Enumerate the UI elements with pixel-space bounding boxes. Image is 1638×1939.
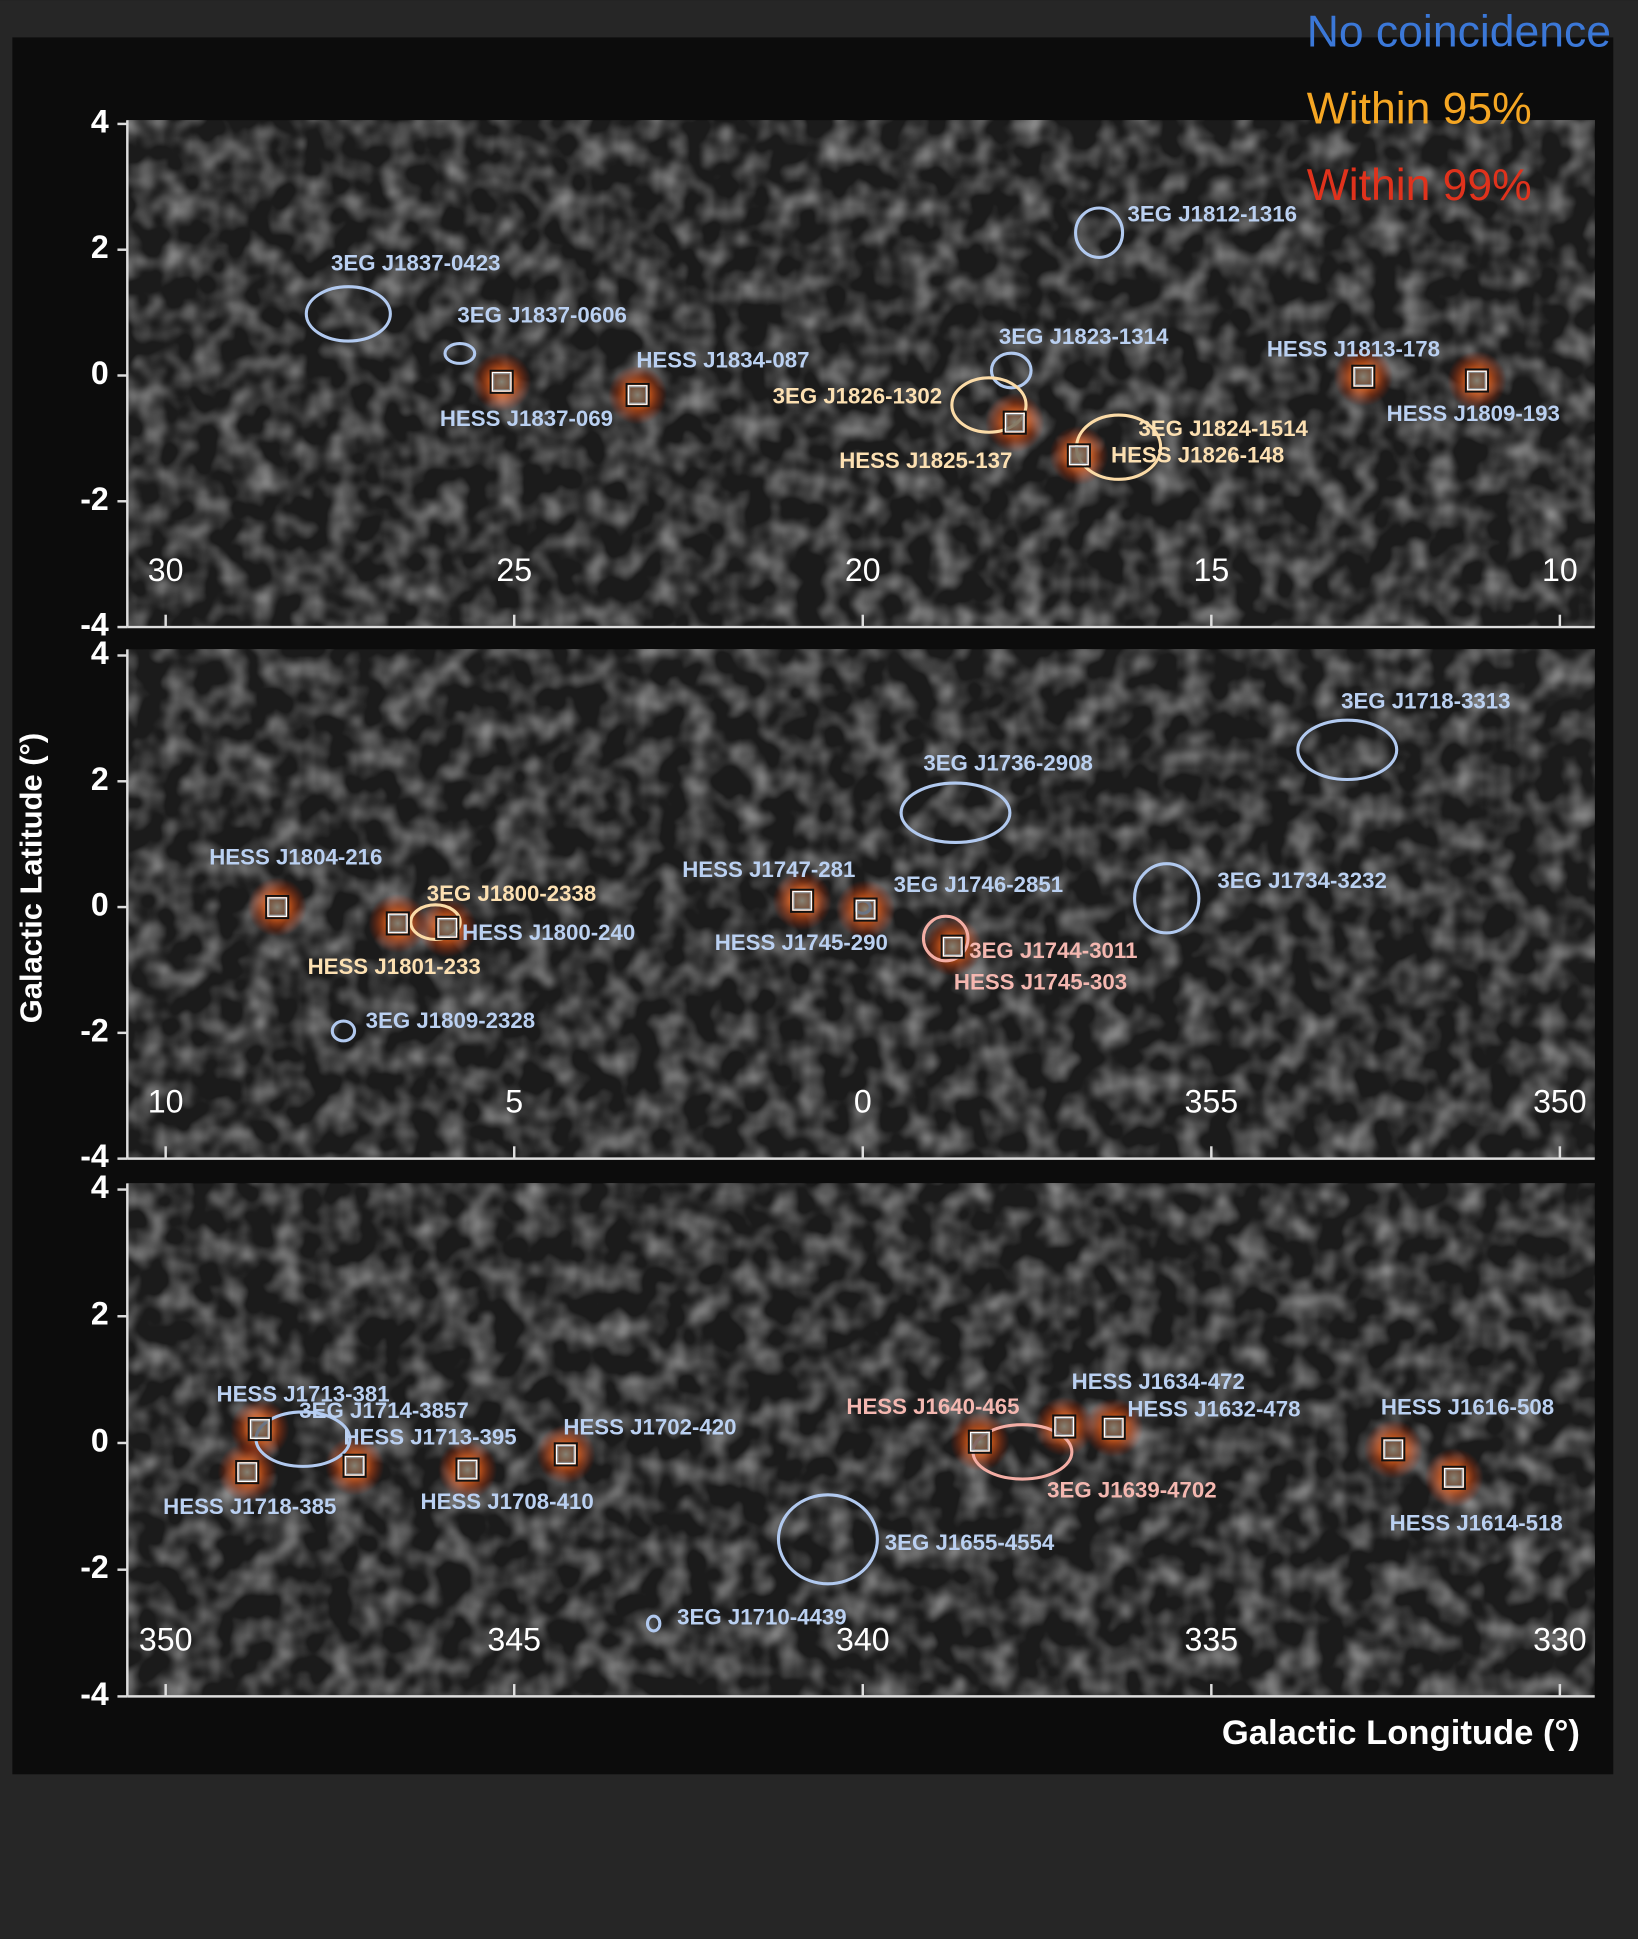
hess-source	[1355, 368, 1372, 385]
hess-label: HESS J1800-240	[462, 920, 635, 945]
hess-source	[439, 919, 456, 936]
y-tick-label: 0	[91, 355, 109, 391]
x-tick-label: 335	[1185, 1621, 1239, 1657]
egret-label: 3EG J1718-3313	[1341, 689, 1510, 714]
hess-label: HESS J1813-178	[1267, 337, 1440, 362]
hess-source	[1468, 372, 1485, 389]
x-tick-label: 20	[845, 552, 881, 588]
y-tick-label: 2	[91, 761, 109, 797]
egret-label: 3EG J1655-4554	[885, 1530, 1055, 1555]
hess-label: HESS J1825-137	[839, 448, 1012, 473]
hess-label: HESS J1826-148	[1111, 442, 1284, 467]
egret-label: 3EG J1826-1302	[773, 384, 942, 409]
y-tick-label: 2	[91, 229, 109, 265]
y-tick-label: 2	[91, 1296, 109, 1332]
egret-label: 3EG J1710-4439	[677, 1604, 846, 1629]
x-tick-label: 10	[148, 1084, 184, 1120]
hess-label: HESS J1702-420	[563, 1414, 736, 1439]
hess-label: HESS J1804-216	[209, 845, 382, 870]
page: -4-202430252015103EG J1837-04233EG J1837…	[0, 0, 1638, 1939]
y-tick-label: -4	[80, 1676, 109, 1712]
hess-source	[1056, 1418, 1073, 1435]
x-axis-label: Galactic Longitude (°)	[1222, 1714, 1580, 1752]
hess-label: HESS J1834-087	[636, 347, 809, 372]
hess-label: HESS J1745-303	[954, 970, 1127, 995]
hess-source	[239, 1463, 256, 1480]
x-tick-label: 350	[139, 1621, 193, 1657]
legend-entry: Within 95%	[1307, 84, 1532, 133]
y-tick-label: 0	[91, 887, 109, 923]
y-tick-label: 0	[91, 1422, 109, 1458]
hess-source	[629, 386, 646, 403]
hess-source	[857, 901, 874, 918]
hess-source	[944, 938, 961, 955]
egret-label: 3EG J1744-3011	[969, 938, 1137, 963]
x-tick-label: 25	[496, 552, 532, 588]
x-tick-label: 30	[148, 552, 184, 588]
egret-label: 3EG J1837-0606	[457, 302, 626, 327]
y-axis-label: Galactic Latitude (°)	[14, 733, 49, 1023]
figure: -4-202430252015103EG J1837-04233EG J1837…	[0, 0, 1638, 1939]
y-tick-label: -2	[80, 1012, 109, 1048]
hess-source	[459, 1461, 476, 1478]
y-tick-label: 4	[91, 103, 109, 139]
x-tick-label: 10	[1542, 552, 1578, 588]
hess-source	[269, 898, 286, 915]
y-tick-label: -2	[80, 481, 109, 517]
egret-label: 3EG J1736-2908	[923, 750, 1092, 775]
egret-label: 3EG J1746-2851	[894, 872, 1063, 897]
hess-source	[793, 892, 810, 909]
hess-source	[1070, 447, 1087, 464]
hess-label: HESS J1713-395	[343, 1424, 516, 1449]
hess-label: HESS J1747-281	[682, 857, 855, 882]
hess-source	[389, 915, 406, 932]
egret-label: 3EG J1812-1316	[1128, 201, 1297, 226]
hess-label: HESS J1718-385	[163, 1494, 336, 1519]
hess-source	[1006, 414, 1023, 431]
hess-source	[493, 373, 510, 390]
hess-label: HESS J1809-193	[1387, 401, 1560, 426]
egret-label: 3EG J1639-4702	[1047, 1477, 1216, 1502]
egret-label: 3EG J1823-1314	[999, 324, 1169, 349]
x-tick-label: 15	[1193, 552, 1229, 588]
hess-label: HESS J1616-508	[1381, 1394, 1554, 1419]
legend-entry: Within 99%	[1307, 161, 1532, 210]
x-tick-label: 0	[854, 1084, 872, 1120]
hess-label: HESS J1801-233	[308, 954, 481, 979]
hess-label: HESS J1837-069	[440, 406, 613, 431]
hess-source	[251, 1420, 268, 1437]
hess-source	[557, 1446, 574, 1463]
hess-source	[1385, 1441, 1402, 1458]
x-tick-label: 5	[505, 1084, 523, 1120]
hess-label: HESS J1713-381	[217, 1382, 390, 1407]
x-tick-label: 345	[487, 1621, 541, 1657]
x-tick-label: 330	[1533, 1621, 1587, 1657]
egret-label: 3EG J1800-2338	[427, 881, 596, 906]
y-tick-label: 4	[91, 1169, 109, 1205]
y-tick-label: -2	[80, 1549, 109, 1585]
egret-label: 3EG J1809-2328	[366, 1008, 535, 1033]
hess-label: HESS J1708-410	[421, 1489, 594, 1514]
hess-label: HESS J1634-472	[1072, 1369, 1245, 1394]
hess-source	[1105, 1419, 1122, 1436]
egret-label: 3EG J1837-0423	[331, 250, 500, 275]
x-tick-label: 350	[1533, 1084, 1587, 1120]
hess-label: HESS J1745-290	[715, 930, 888, 955]
hess-source	[971, 1433, 988, 1450]
egret-label: 3EG J1734-3232	[1217, 868, 1386, 893]
legend-entry: No coincidence	[1307, 8, 1611, 57]
hess-source	[1445, 1469, 1462, 1486]
hess-label: HESS J1614-518	[1390, 1511, 1563, 1536]
x-tick-label: 355	[1185, 1084, 1239, 1120]
y-tick-label: 4	[91, 635, 109, 671]
hess-label: HESS J1632-478	[1127, 1396, 1300, 1421]
hess-source	[346, 1457, 363, 1474]
hess-label: HESS J1640-465	[846, 1394, 1019, 1419]
egret-label: 3EG J1824-1514	[1138, 416, 1308, 441]
